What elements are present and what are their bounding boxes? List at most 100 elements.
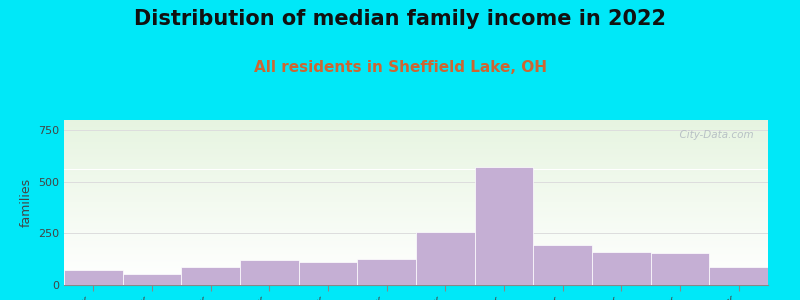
Bar — [64, 173, 768, 174]
Bar — [64, 225, 768, 226]
Bar — [64, 190, 768, 191]
Bar — [592, 252, 650, 285]
Bar — [64, 239, 768, 240]
Bar — [64, 154, 768, 155]
Bar — [64, 271, 768, 272]
Bar — [64, 167, 768, 168]
Bar — [64, 262, 768, 263]
Bar — [64, 244, 768, 245]
Bar — [64, 206, 768, 207]
Bar — [358, 259, 416, 285]
Bar — [64, 230, 768, 231]
Bar — [64, 255, 768, 256]
Bar — [64, 282, 768, 283]
Bar — [64, 174, 768, 175]
Bar — [64, 237, 768, 238]
Bar — [64, 277, 768, 278]
Bar — [64, 176, 768, 177]
Bar — [64, 248, 768, 249]
Bar — [64, 137, 768, 138]
Bar — [64, 201, 768, 202]
Bar — [64, 183, 768, 184]
Bar — [64, 210, 768, 211]
Bar — [64, 128, 768, 129]
Bar — [64, 162, 768, 163]
Bar — [64, 202, 768, 203]
Bar — [64, 168, 768, 169]
Bar — [182, 268, 240, 285]
Bar — [64, 283, 768, 284]
Bar — [64, 126, 768, 127]
Text: City-Data.com: City-Data.com — [674, 130, 754, 140]
Bar — [64, 249, 768, 250]
Bar — [64, 199, 768, 200]
Bar — [64, 229, 768, 230]
Bar — [64, 221, 768, 222]
Bar — [64, 207, 768, 208]
Bar — [64, 236, 768, 237]
Bar — [122, 274, 182, 285]
Bar — [64, 233, 768, 234]
Bar — [64, 166, 768, 167]
Bar — [64, 189, 768, 190]
Bar — [64, 209, 768, 210]
Bar — [64, 263, 768, 264]
Bar — [64, 163, 768, 164]
Bar — [64, 278, 768, 279]
Bar — [64, 171, 768, 172]
Bar — [64, 284, 768, 285]
Bar — [64, 156, 768, 157]
Bar — [64, 172, 768, 173]
Bar — [64, 264, 768, 265]
Bar — [64, 267, 768, 268]
Bar — [64, 127, 768, 128]
Bar — [64, 142, 768, 143]
Bar — [64, 260, 768, 261]
Bar — [64, 151, 768, 152]
Bar — [64, 143, 768, 144]
Bar — [64, 212, 768, 213]
Y-axis label: families: families — [19, 178, 33, 227]
Bar — [64, 177, 768, 178]
Bar — [64, 269, 768, 270]
Bar — [64, 231, 768, 232]
Bar — [64, 219, 768, 220]
Bar — [64, 252, 768, 253]
Bar — [64, 196, 768, 197]
Bar — [64, 121, 768, 122]
Bar — [64, 122, 768, 123]
Bar — [64, 193, 768, 194]
Bar — [64, 198, 768, 199]
Bar — [64, 246, 768, 247]
Bar — [64, 133, 768, 134]
Bar — [64, 202, 768, 203]
Bar — [64, 215, 768, 216]
Bar — [416, 232, 474, 285]
Bar — [64, 155, 768, 156]
Bar — [64, 159, 768, 160]
Bar — [64, 153, 768, 154]
Bar — [64, 144, 768, 145]
Bar — [650, 253, 710, 285]
Bar — [64, 187, 768, 188]
Bar — [710, 268, 768, 285]
Bar — [64, 136, 768, 137]
Bar — [64, 161, 768, 162]
Bar — [64, 226, 768, 227]
Bar — [64, 235, 768, 236]
Bar — [64, 132, 768, 133]
Bar — [240, 260, 298, 285]
Bar — [64, 148, 768, 149]
Bar — [64, 157, 768, 158]
Bar — [64, 152, 768, 153]
Bar — [64, 269, 122, 285]
Bar — [64, 204, 768, 205]
Bar — [298, 262, 358, 285]
Bar — [64, 234, 768, 235]
Bar — [64, 185, 768, 186]
Bar — [64, 216, 768, 217]
Bar — [64, 208, 768, 209]
Bar — [64, 182, 768, 183]
Bar — [64, 188, 768, 189]
Bar — [64, 191, 768, 192]
